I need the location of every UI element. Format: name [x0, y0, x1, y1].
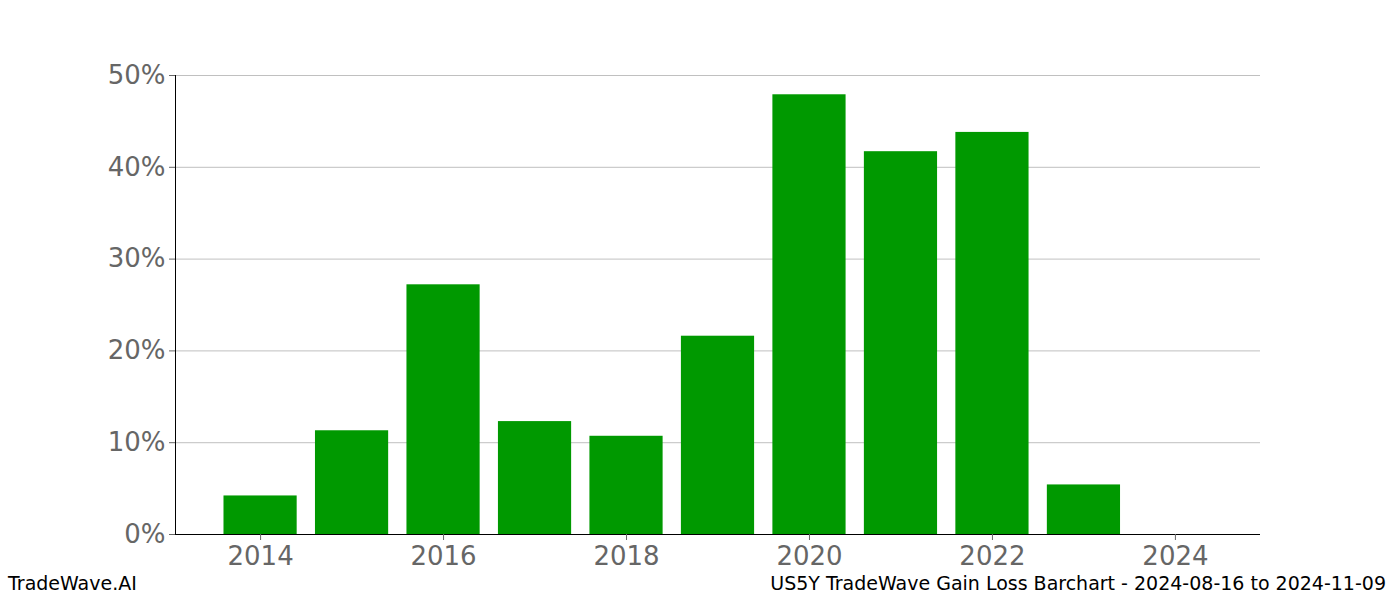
- svg-text:2020: 2020: [776, 541, 842, 571]
- svg-text:2024: 2024: [1142, 541, 1208, 571]
- svg-text:2018: 2018: [593, 541, 659, 571]
- svg-text:2016: 2016: [410, 541, 476, 571]
- svg-text:50%: 50%: [108, 60, 166, 90]
- svg-text:2014: 2014: [227, 541, 293, 571]
- html-text:US5Y TradeWave Gain Loss Barch: US5Y TradeWave Gain Loss Barchart - 2024…: [770, 572, 1386, 594]
- svg-text:0%: 0%: [124, 519, 165, 549]
- svg-text:2022: 2022: [959, 541, 1025, 571]
- svg-text:10%: 10%: [108, 427, 166, 457]
- svg-text:30%: 30%: [108, 243, 166, 273]
- html-text:TradeWave.AI: TradeWave.AI: [8, 572, 137, 594]
- svg-text:40%: 40%: [108, 152, 166, 182]
- svg-text:20%: 20%: [108, 335, 166, 365]
